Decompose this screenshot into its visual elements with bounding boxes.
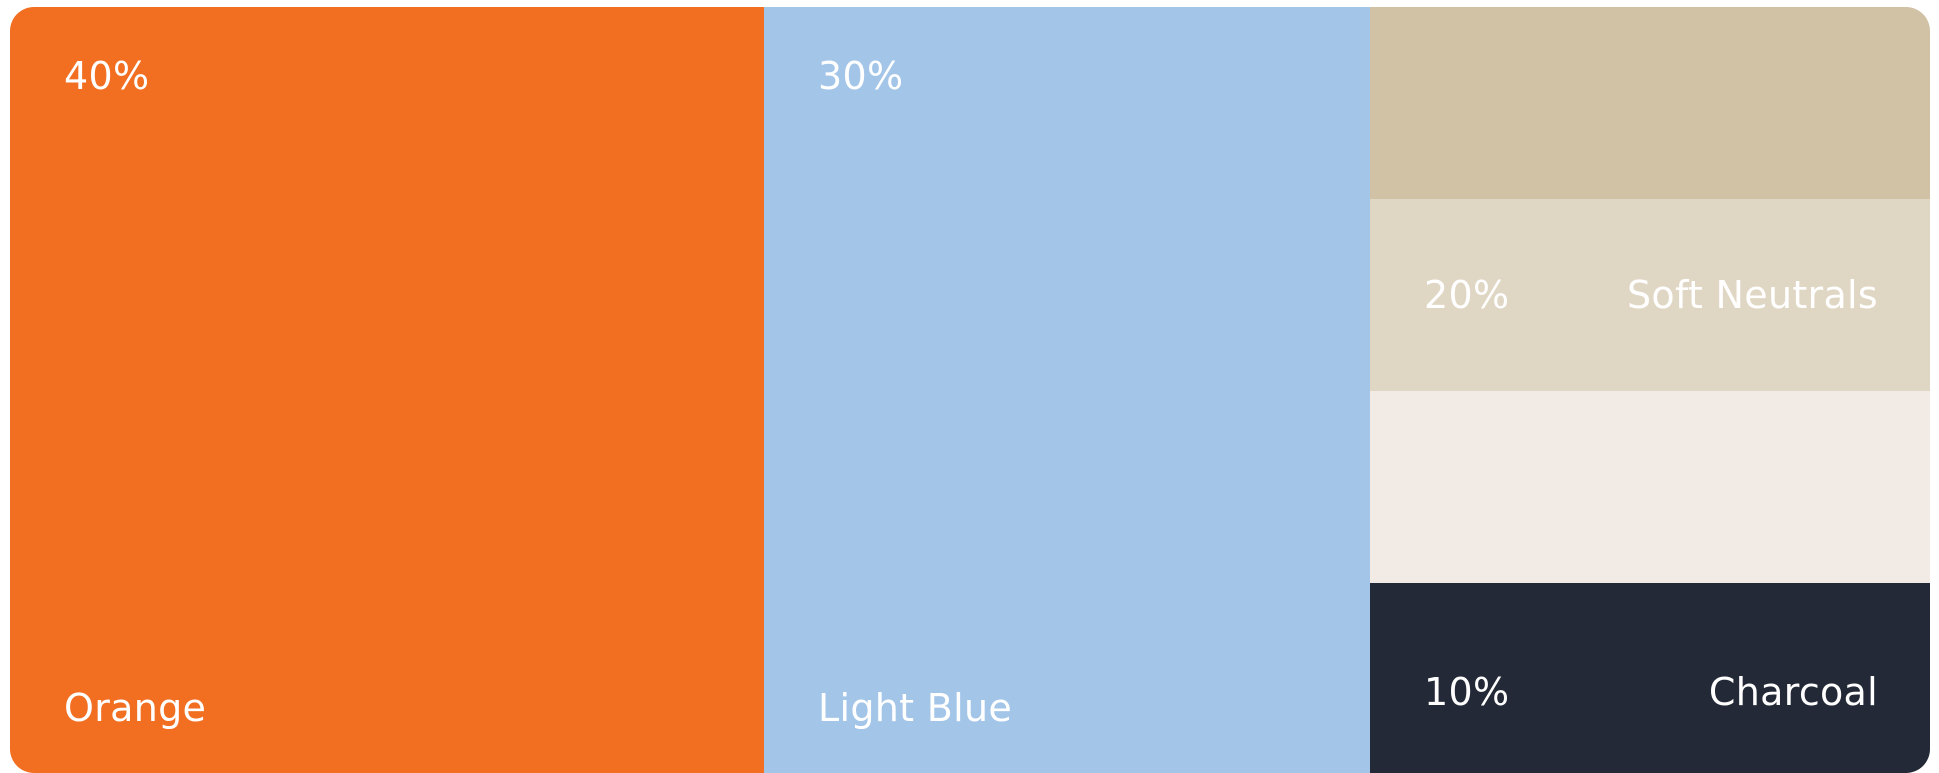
orange-swatch: 40% Orange xyxy=(10,7,764,773)
soft-neutral-mid-swatch: 20% Soft Neutrals xyxy=(1370,199,1930,391)
color-palette: 40% Orange 30% Light Blue 20% Soft Neutr… xyxy=(10,7,1930,773)
soft-neutral-light-swatch xyxy=(1370,391,1930,583)
light-blue-percent: 30% xyxy=(818,54,904,98)
charcoal-percent: 10% xyxy=(1424,670,1510,714)
orange-percent: 40% xyxy=(64,54,150,98)
soft-neutrals-name: Soft Neutrals xyxy=(1626,273,1878,317)
charcoal-name: Charcoal xyxy=(1708,670,1878,714)
soft-neutrals-percent: 20% xyxy=(1424,273,1510,317)
charcoal-swatch: 10% Charcoal xyxy=(1370,583,1930,773)
light-blue-name: Light Blue xyxy=(818,686,1013,730)
light-blue-swatch: 30% Light Blue xyxy=(764,7,1370,773)
orange-name: Orange xyxy=(64,686,207,730)
neutral-column: 20% Soft Neutrals 10% Charcoal xyxy=(1370,7,1930,773)
soft-neutral-dark-swatch xyxy=(1370,7,1930,199)
